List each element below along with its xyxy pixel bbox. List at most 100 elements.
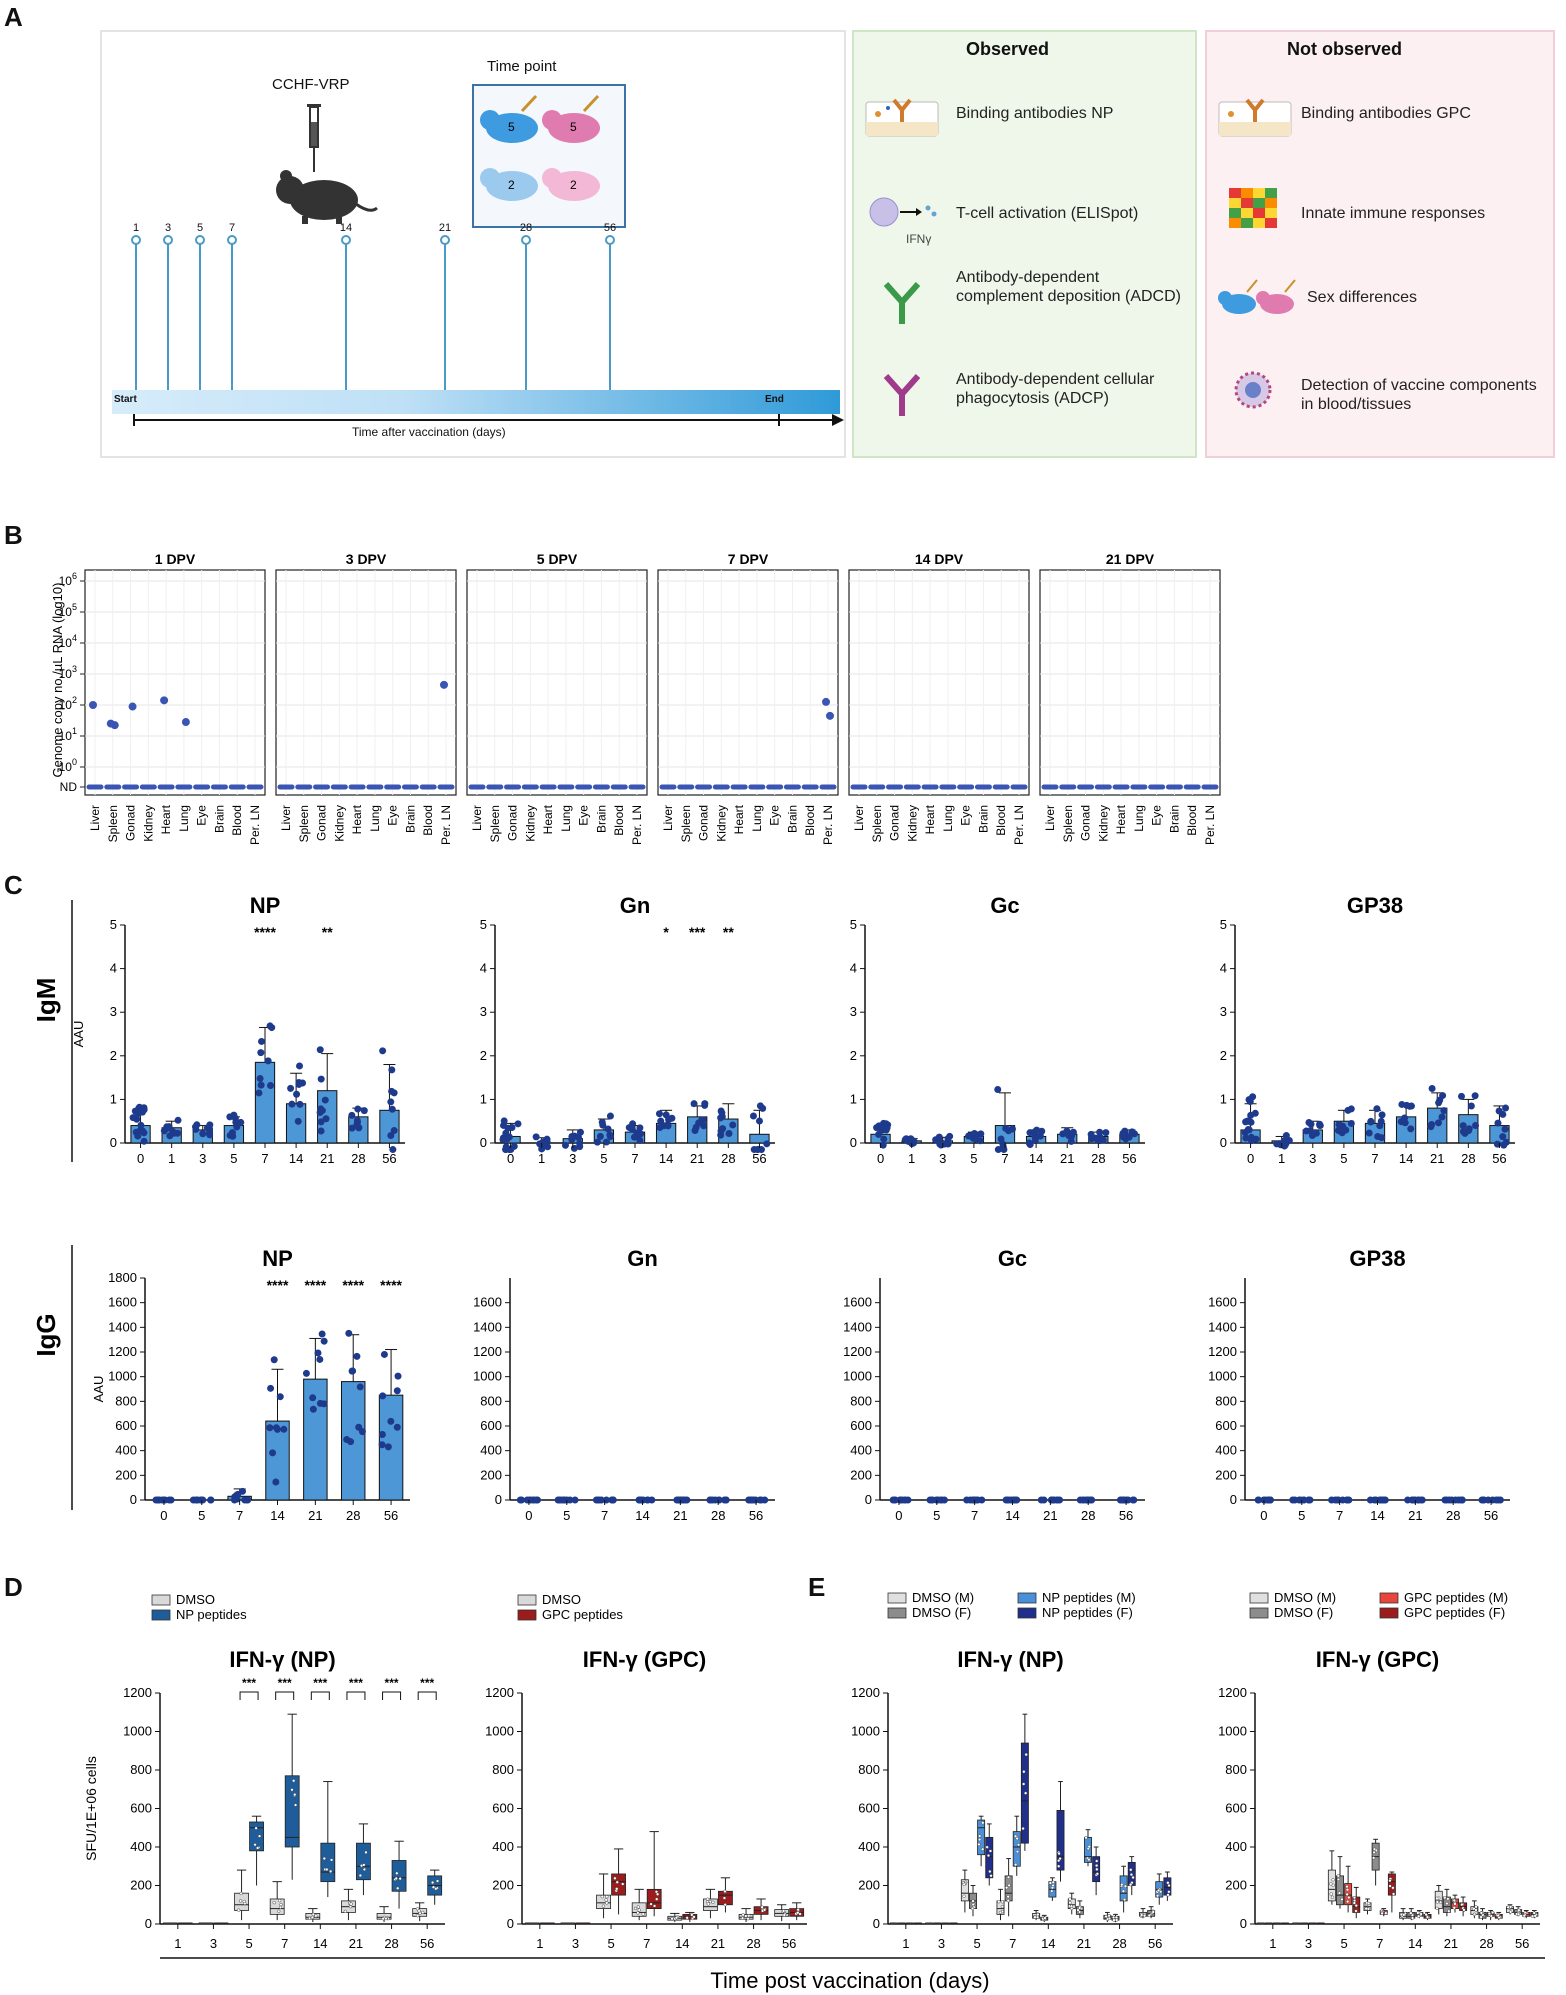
y-tick-label: 1000 bbox=[108, 1369, 137, 1384]
ifn-panel-title: IFN-γ (NP) bbox=[957, 1647, 1063, 1672]
box-point bbox=[1345, 1884, 1349, 1889]
box-point bbox=[1015, 1836, 1019, 1841]
bar bbox=[254, 1061, 276, 1144]
significance-mark: *** bbox=[385, 1676, 399, 1690]
box-point bbox=[604, 1898, 608, 1902]
panel-a-observed-box: Observed Binding antibodies NP IFNγ T-ce… bbox=[852, 30, 1197, 458]
data-point bbox=[681, 1496, 689, 1504]
box-point bbox=[1391, 1886, 1395, 1890]
data-point bbox=[264, 1057, 272, 1065]
box-point bbox=[242, 1899, 246, 1904]
box-point bbox=[1107, 1916, 1112, 1921]
y-tick-label: 400 bbox=[130, 1839, 152, 1854]
tissue-tick-label: Heart bbox=[1114, 804, 1128, 834]
legend-label: DMSO (M) bbox=[1274, 1590, 1336, 1605]
x-tick-label: 7 bbox=[643, 1936, 650, 1951]
box-point bbox=[1024, 1752, 1028, 1757]
data-point bbox=[1242, 1118, 1250, 1126]
observed-item-3: Antibody-dependent complement deposition… bbox=[956, 269, 1181, 305]
y-tick-label: 800 bbox=[850, 1393, 872, 1408]
tissue-tick-label: Kidney bbox=[523, 805, 537, 842]
data-point bbox=[944, 1135, 952, 1143]
box-point bbox=[1084, 1836, 1088, 1840]
data-point bbox=[1366, 1496, 1374, 1504]
box-point bbox=[978, 1837, 982, 1842]
x-tick-label: 28 bbox=[384, 1936, 398, 1951]
box-point bbox=[239, 1891, 243, 1896]
significance-bracket bbox=[346, 1691, 366, 1700]
box-point bbox=[1329, 1892, 1333, 1896]
tissue-tick-label: Per. LN bbox=[439, 805, 453, 845]
tissue-tick-label: Eye bbox=[768, 805, 782, 826]
data-point bbox=[137, 1121, 145, 1129]
data-point bbox=[233, 1123, 241, 1131]
box-point bbox=[1340, 1897, 1344, 1902]
y-tick-label: 5 bbox=[1220, 917, 1227, 932]
data-point bbox=[1087, 1130, 1095, 1138]
box-point bbox=[1352, 1901, 1357, 1905]
legend-swatch bbox=[517, 1594, 537, 1606]
box-point bbox=[1142, 1914, 1147, 1918]
data-point bbox=[348, 1111, 356, 1119]
mice-count-4: 2 bbox=[570, 178, 577, 192]
box-point bbox=[1447, 1909, 1451, 1913]
x-tick-label: 1 bbox=[1269, 1936, 1276, 1951]
box-point bbox=[311, 1912, 315, 1917]
x-tick-label: 0 bbox=[525, 1508, 532, 1523]
box-point bbox=[394, 1876, 398, 1881]
box-point bbox=[741, 1913, 745, 1917]
tissue-tick-label: Eye bbox=[959, 805, 973, 826]
data-point bbox=[272, 1478, 280, 1486]
box-point bbox=[1487, 1911, 1491, 1916]
y-tick-label: 200 bbox=[130, 1878, 152, 1893]
data-point bbox=[571, 1496, 579, 1504]
y-tick-label: 3 bbox=[480, 1004, 487, 1019]
y-tick-label: 1200 bbox=[851, 1685, 880, 1700]
y-tick-label: 5 bbox=[110, 917, 117, 932]
box-point bbox=[279, 1902, 283, 1907]
box-point bbox=[1013, 1834, 1018, 1838]
x-tick-label: 5 bbox=[1340, 1936, 1347, 1951]
tissue-tick-label: Blood bbox=[230, 805, 244, 836]
data-point bbox=[267, 1384, 275, 1392]
box-point bbox=[1000, 1905, 1004, 1909]
y-tick-label: 4 bbox=[850, 961, 857, 976]
legend-label: DMSO (M) bbox=[912, 1590, 974, 1605]
y-tick-label: 0 bbox=[507, 1916, 514, 1931]
data-point bbox=[134, 1110, 142, 1118]
box-point bbox=[1530, 1914, 1535, 1918]
y-tick-label: 105 bbox=[59, 602, 77, 619]
data-point bbox=[1289, 1496, 1297, 1504]
data-point bbox=[502, 1143, 510, 1151]
box-point bbox=[1000, 1900, 1005, 1904]
y-tick-label: 400 bbox=[850, 1443, 872, 1458]
data-point bbox=[1457, 1092, 1465, 1100]
data-point bbox=[1305, 1496, 1313, 1504]
box-point bbox=[1167, 1883, 1171, 1888]
data-point bbox=[508, 1123, 516, 1131]
data-point bbox=[384, 1443, 392, 1451]
x-tick-label: 56 bbox=[749, 1508, 763, 1523]
data-point bbox=[322, 1115, 330, 1123]
box-point bbox=[1345, 1888, 1350, 1892]
end-label: End bbox=[765, 394, 784, 405]
data-point bbox=[387, 1132, 395, 1140]
x-tick-label: 14 bbox=[1029, 1151, 1043, 1166]
x-tick-label: 3 bbox=[569, 1151, 576, 1166]
box-point bbox=[415, 1914, 420, 1918]
tissue-tick-label: Per. LN bbox=[630, 805, 644, 845]
data-point bbox=[937, 1141, 945, 1149]
y-tick-label: 1 bbox=[1220, 1091, 1227, 1106]
data-point bbox=[1344, 1106, 1352, 1114]
data-point bbox=[343, 1436, 351, 1444]
box-point bbox=[1435, 1900, 1439, 1904]
data-point bbox=[761, 1496, 769, 1504]
data-point bbox=[544, 1143, 552, 1151]
y-tick-label: 0 bbox=[145, 1916, 152, 1931]
significance-mark: *** bbox=[313, 1676, 327, 1690]
data-point bbox=[378, 1430, 386, 1438]
c-panel-title-igm: Gc bbox=[990, 893, 1019, 918]
x-tick-label: 7 bbox=[1009, 1936, 1016, 1951]
significance-mark: *** bbox=[349, 1676, 363, 1690]
box-point bbox=[1068, 1897, 1072, 1901]
